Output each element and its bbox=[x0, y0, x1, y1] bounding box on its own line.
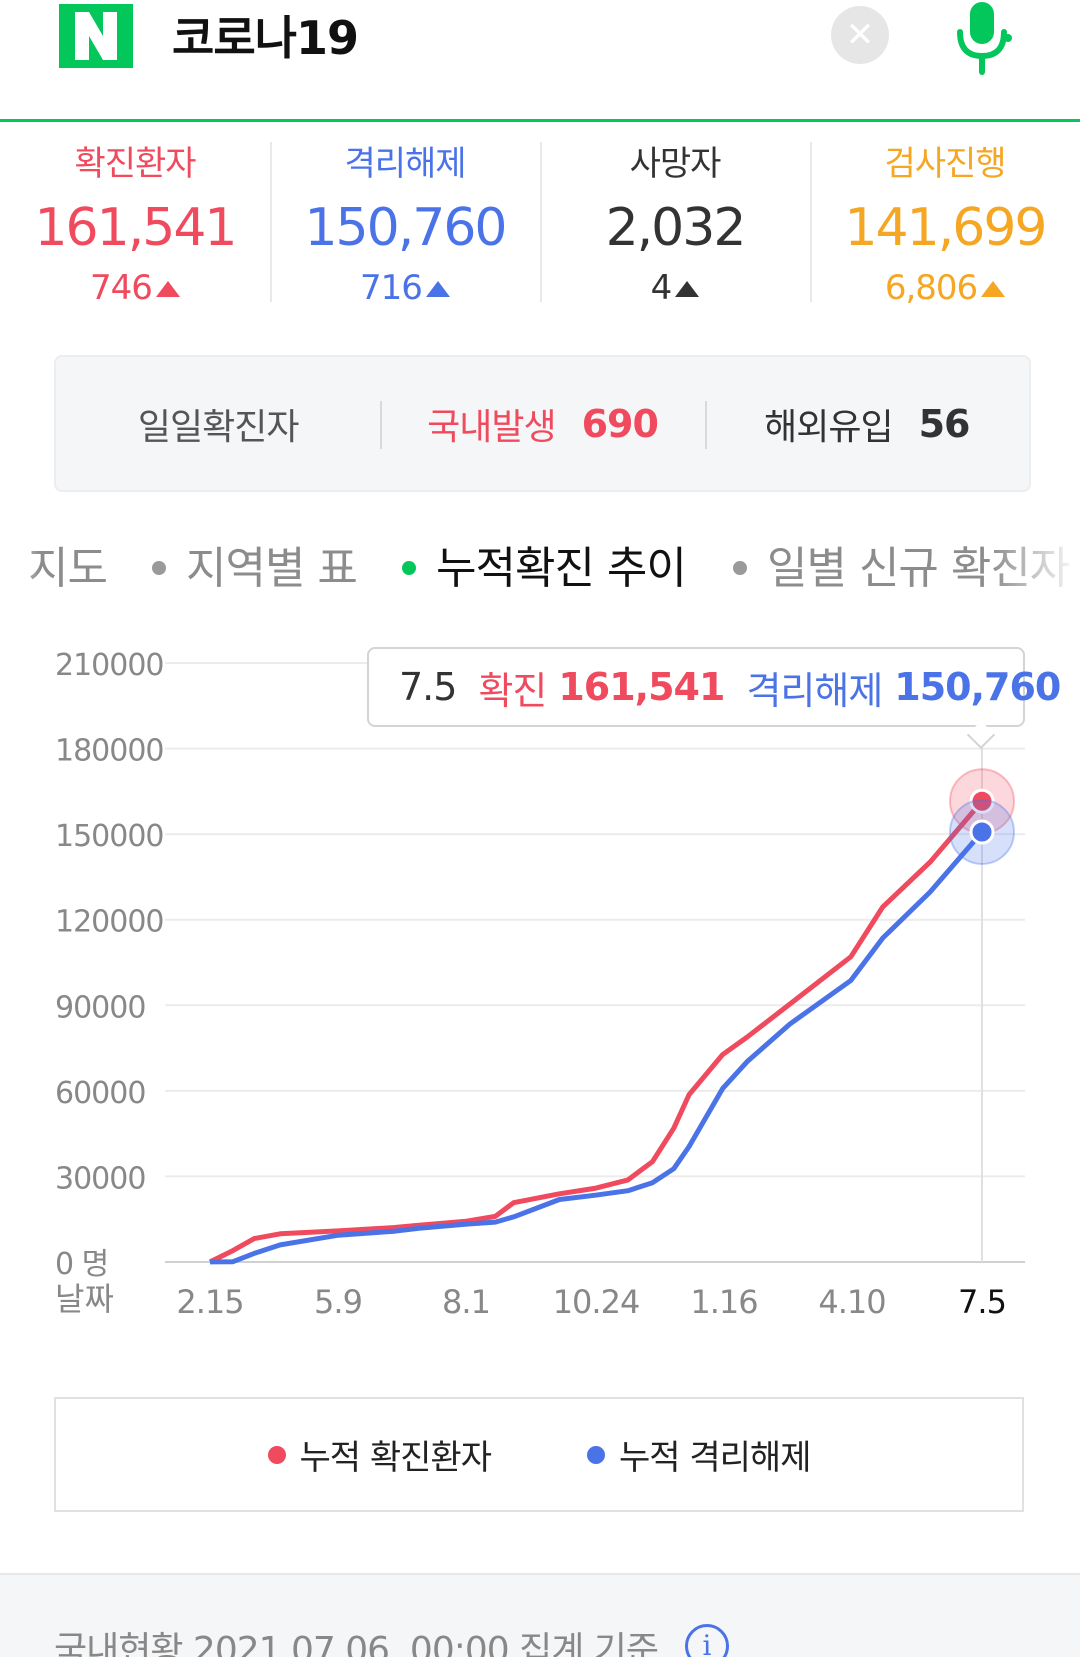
cumulative-line-chart[interactable]: 210000 180000 150000 120000 90000 60000 30000 0… bbox=[0, 630, 1080, 1330]
search-query[interactable]: 코로나19 bbox=[172, 11, 359, 65]
x-tick-label: 5.9 bbox=[314, 1283, 362, 1321]
chart-tabs: 지도 지역별 표 누적확진 추이 일별 신규 확진자 bbox=[0, 532, 1080, 606]
stat-value: 150,760 bbox=[304, 198, 507, 258]
daily-overseas-label: 해외유입 bbox=[764, 406, 893, 448]
clear-search-button[interactable]: ✕ bbox=[831, 6, 889, 64]
footer: 국내현황 2021.07.06. 00:00 집계 기준 i bbox=[0, 1573, 1080, 1657]
stat-confirmed: 확진환자 161,541 746 bbox=[0, 140, 270, 308]
x-tick-label: 8.1 bbox=[442, 1283, 490, 1321]
confirmed-series-line bbox=[208, 799, 984, 1265]
info-icon[interactable]: i bbox=[685, 1624, 729, 1657]
bullet-icon bbox=[402, 561, 416, 575]
stat-label: 사망자 bbox=[629, 144, 722, 184]
x-tick-label: 2.15 bbox=[176, 1283, 243, 1321]
x-tick-label: 10.24 bbox=[553, 1283, 640, 1321]
daily-confirmed-box: 일일확진자 국내발생 690 해외유입 56 bbox=[54, 355, 1031, 492]
y-tick-label: 120000 bbox=[55, 905, 164, 940]
legend-item-released[interactable]: 누적 격리해제 bbox=[587, 1430, 811, 1479]
naver-logo[interactable] bbox=[59, 4, 133, 68]
confirmed-marker bbox=[969, 788, 995, 814]
legend-label: 누적 격리해제 bbox=[619, 1438, 811, 1478]
y-tick-label: 150000 bbox=[55, 819, 164, 854]
stat-value: 141,699 bbox=[844, 198, 1047, 258]
y-tick-label: 30000 bbox=[55, 1161, 145, 1196]
stat-label: 확진환자 bbox=[74, 144, 196, 184]
stat-testing: 검사진행 141,699 6,806 bbox=[810, 140, 1080, 308]
daily-domestic: 국내발생 690 bbox=[380, 357, 704, 490]
stat-delta: 746 bbox=[0, 268, 270, 308]
close-icon: ✕ bbox=[845, 15, 875, 55]
stat-deaths: 사망자 2,032 4 bbox=[540, 140, 810, 308]
released-marker bbox=[969, 819, 995, 845]
tab-cumulative-trend[interactable]: 누적확진 추이 bbox=[402, 532, 687, 606]
stat-delta: 6,806 bbox=[810, 268, 1080, 308]
tooltip-released-value: 150,760 bbox=[894, 665, 1061, 709]
tooltip-released-label: 격리해제 bbox=[746, 668, 883, 713]
released-series-line bbox=[209, 830, 984, 1265]
increase-arrow-icon bbox=[425, 281, 450, 297]
bullet-icon bbox=[152, 561, 166, 575]
tooltip-confirmed-label: 확진 bbox=[478, 668, 547, 713]
stat-label: 검사진행 bbox=[884, 144, 1006, 184]
scroll-fade-left bbox=[0, 532, 40, 606]
tab-map[interactable]: 지도 bbox=[28, 543, 108, 594]
increase-arrow-icon bbox=[981, 281, 1006, 297]
chart-tooltip: 7.5 확진 161,541 격리해제 150,760 bbox=[367, 647, 1061, 727]
y-tick-label: 0 명 bbox=[55, 1247, 108, 1282]
x-tick-label: 7.5 bbox=[958, 1283, 1006, 1321]
daily-label: 일일확진자 bbox=[137, 406, 300, 448]
search-header: 코로나19 ✕ bbox=[0, 0, 1080, 122]
covid-stats: 확진환자 161,541 746 격리해제 150,760 716 사망자 2,… bbox=[0, 140, 1080, 308]
daily-domestic-value: 690 bbox=[581, 401, 659, 446]
stat-label: 격리해제 bbox=[344, 144, 466, 184]
stat-released: 격리해제 150,760 716 bbox=[270, 140, 540, 308]
legend-dot-icon bbox=[587, 1445, 605, 1464]
aggregation-note: 국내현황 2021.07.06. 00:00 집계 기준 bbox=[54, 1630, 659, 1657]
legend-label: 누적 확진환자 bbox=[299, 1438, 492, 1478]
tooltip-confirmed-value: 161,541 bbox=[558, 665, 725, 709]
tooltip-date: 7.5 bbox=[399, 665, 457, 709]
y-tick-label: 90000 bbox=[55, 990, 145, 1025]
increase-arrow-icon bbox=[675, 281, 700, 297]
daily-overseas-value: 56 bbox=[918, 401, 971, 446]
daily-overseas: 해외유입 56 bbox=[704, 357, 1029, 490]
x-axis-label: 날짜 bbox=[55, 1280, 114, 1318]
x-tick-label: 4.10 bbox=[818, 1283, 885, 1321]
microphone-icon[interactable] bbox=[946, 0, 1018, 76]
daily-domestic-label: 국내발생 bbox=[427, 406, 556, 448]
bullet-icon bbox=[733, 561, 747, 575]
y-tick-label: 180000 bbox=[55, 734, 164, 769]
y-tick-label: 210000 bbox=[55, 648, 164, 683]
legend-item-confirmed[interactable]: 누적 확진환자 bbox=[267, 1430, 492, 1479]
y-tick-label: 60000 bbox=[55, 1076, 145, 1111]
stat-value: 2,032 bbox=[605, 198, 747, 258]
scroll-fade-right bbox=[990, 532, 1080, 606]
x-tick-label: 1.16 bbox=[690, 1283, 757, 1321]
stat-delta: 4 bbox=[540, 268, 810, 308]
stat-value: 161,541 bbox=[34, 198, 237, 258]
legend-dot-icon bbox=[267, 1445, 286, 1464]
increase-arrow-icon bbox=[155, 281, 180, 297]
chart-legend: 누적 확진환자 누적 격리해제 bbox=[54, 1397, 1024, 1512]
stat-delta: 716 bbox=[270, 268, 540, 308]
tab-region-table[interactable]: 지역별 표 bbox=[152, 532, 358, 606]
